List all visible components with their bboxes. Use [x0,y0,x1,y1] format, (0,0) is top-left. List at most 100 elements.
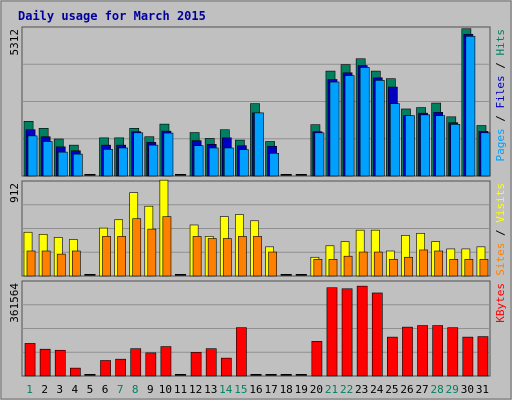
bar-sites-day-31 [479,259,489,277]
bar-kbytes-day-14 [220,357,232,377]
bar-sites-day-13 [207,238,217,277]
bar-kbytes-day-13 [205,348,217,377]
x-label-day-8: 8 [132,383,139,396]
bar-sites-day-12 [192,236,202,277]
bar-sites-day-29 [449,259,459,277]
empty-day-marker [265,374,277,376]
bar-sites-day-25 [389,259,398,277]
bar-kbytes-day-3 [54,349,66,377]
bar-pages-day-28 [435,115,446,177]
bar-kbytes-day-24 [371,292,383,377]
bar-pages-day-14 [223,147,234,177]
legend-entry: Files [494,75,507,108]
bar-pages-day-24 [374,80,385,177]
bar-sites-day-16 [253,236,262,277]
bar-kbytes-day-9 [145,352,157,377]
empty-day-marker [84,274,96,276]
x-label-day-24: 24 [370,383,384,396]
x-label-day-27: 27 [415,383,428,396]
x-label-day-18: 18 [280,383,293,396]
bar-pages-day-31 [480,132,491,177]
bar-pages-day-7 [118,147,128,177]
bar-sites-day-17 [268,251,277,277]
x-label-day-3: 3 [56,383,63,396]
legend-hits-files-pages: Pages / Files / Hits [494,29,507,162]
bar-pages-day-12 [193,145,204,177]
y-max-label: 912 [8,183,21,203]
bar-pages-day-8 [133,132,144,177]
x-label-day-5: 5 [87,383,94,396]
bar-pages-day-1 [27,135,38,177]
legend-entry: Hits [494,29,507,56]
bar-sites-day-24 [373,251,383,277]
bar-pages-day-21 [329,81,340,177]
empty-day-marker [280,174,292,176]
y-max-label: 5312 [8,29,21,56]
x-label-day-13: 13 [204,383,217,396]
bar-sites-day-20 [313,259,323,277]
bar-sites-day-7 [117,236,126,277]
bar-kbytes-day-29 [447,327,459,377]
bar-kbytes-day-31 [477,336,489,377]
bar-kbytes-day-6 [100,360,111,377]
legend-kbytes: KBytes [494,283,507,323]
bar-kbytes-day-21 [326,287,338,377]
bar-pages-day-20 [314,132,325,177]
bar-sites-day-14 [222,238,232,277]
x-label-day-20: 20 [310,383,323,396]
x-label-day-10: 10 [159,383,172,396]
legend-entry: Sites [494,243,507,276]
bar-pages-day-22 [344,75,355,177]
empty-day-marker [174,274,187,276]
bar-pages-day-6 [103,149,113,177]
bar-kbytes-day-7 [115,358,126,377]
x-label-day-15: 15 [234,383,247,396]
bar-kbytes-day-10 [160,346,172,377]
bar-pages-day-3 [57,151,68,177]
bar-pages-day-29 [450,124,461,177]
bar-sites-day-21 [328,259,338,277]
bar-kbytes-day-4 [69,367,81,377]
bar-pages-day-13 [208,147,219,177]
bar-sites-day-22 [343,255,353,277]
bar-pages-day-2 [42,141,53,177]
empty-day-marker [84,174,96,176]
empty-day-marker [295,174,307,176]
bar-pages-day-17 [269,152,279,177]
x-label-day-23: 23 [355,383,368,396]
bar-sites-day-10 [162,216,172,277]
bar-pages-day-30 [465,36,476,177]
x-label-day-1: 1 [26,383,33,396]
bar-kbytes-day-1 [24,343,36,377]
bar-kbytes-day-27 [417,325,428,377]
bar-pages-day-4 [72,153,83,177]
x-label-day-21: 21 [325,383,338,396]
x-label-day-19: 19 [295,383,308,396]
bar-kbytes-day-25 [387,336,398,377]
bar-pages-day-16 [254,112,264,177]
bar-pages-day-25 [390,103,400,177]
x-label-day-6: 6 [102,383,109,396]
bar-sites-day-8 [132,218,142,277]
bar-pages-day-26 [405,115,415,177]
bar-sites-day-27 [419,249,428,277]
bar-kbytes-day-2 [39,348,51,377]
x-label-day-30: 30 [461,383,474,396]
legend-entry: Pages [494,128,507,161]
bar-sites-day-1 [26,250,36,277]
bar-sites-day-4 [71,250,81,277]
bar-sites-day-6 [102,236,111,277]
legend-entry: Visits [494,183,507,223]
x-label-day-7: 7 [117,383,124,396]
x-label-day-12: 12 [189,383,202,396]
bar-pages-day-10 [163,132,174,177]
bar-pages-day-27 [420,114,430,177]
bar-sites-day-30 [464,259,474,277]
bar-kbytes-day-20 [311,341,323,377]
bar-kbytes-day-30 [462,336,474,377]
bar-sites-day-15 [238,236,247,277]
bar-pages-day-15 [239,149,249,177]
bar-sites-day-2 [41,250,51,277]
